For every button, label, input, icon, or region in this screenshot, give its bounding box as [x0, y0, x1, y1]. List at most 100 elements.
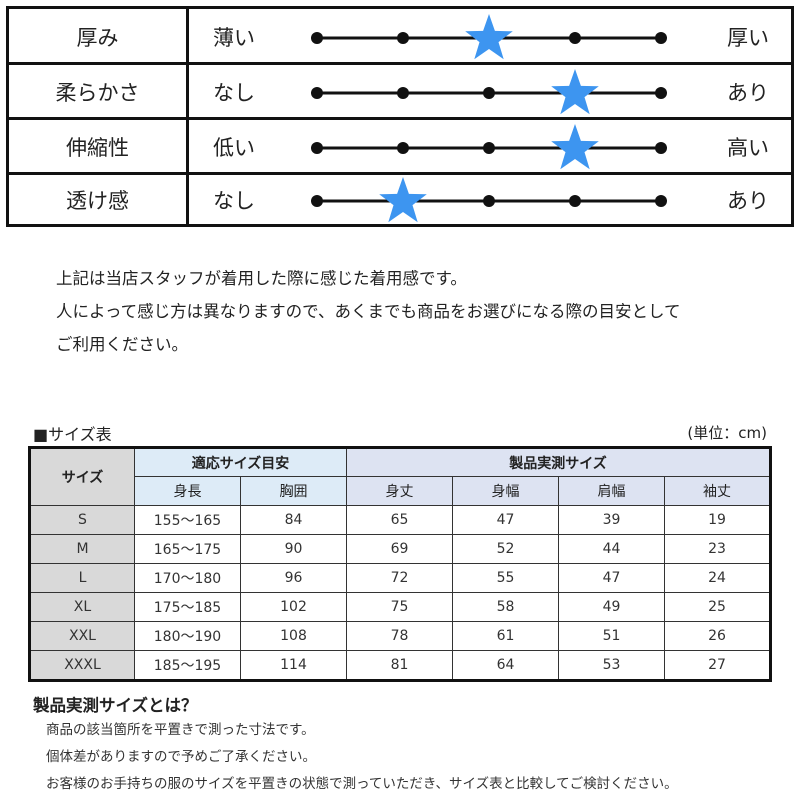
size-cell: S [29, 505, 135, 535]
feel-row-sheerness: 透け感 なし あり [9, 172, 791, 224]
size-cell: XXXL [29, 650, 135, 681]
scale-dot [397, 142, 409, 154]
note-line: 上記は当店スタッフが着用した際に感じた着用感です。 [56, 269, 467, 288]
feel-row-thickness: 厚み 薄い 厚い [9, 9, 791, 64]
feel-row-stretch: 伸縮性 低い 高い [9, 117, 791, 173]
rating-star-icon [379, 177, 427, 223]
scale-dot [569, 195, 581, 207]
feel-row-softness: 柔らかさ なし あり [9, 62, 791, 118]
chest-cell: 108 [240, 621, 347, 651]
length-cell: 72 [346, 563, 453, 593]
rating-scale [311, 124, 667, 170]
fit-feel-table: 厚み 薄い 厚い 柔らかさ なし あり 伸縮性 低い 高い 透け感 なし あり [6, 6, 794, 227]
sleeve-cell: 19 [663, 505, 772, 535]
feel-attribute-label: 柔らかさ [9, 65, 189, 118]
size-cell: XL [29, 592, 135, 622]
rating-scale [311, 14, 667, 60]
shoulder-cell: 44 [558, 534, 665, 564]
rating-star-icon [551, 69, 599, 115]
measured-size-explanation: 商品の該当箇所を平置きで測った寸法です。 個体差がありますので予めご了承ください… [46, 717, 678, 798]
feel-attribute-label: 伸縮性 [9, 120, 189, 173]
width-cell: 58 [452, 592, 559, 622]
shoulder-cell: 47 [558, 563, 665, 593]
column-header-width: 身幅 [452, 476, 559, 506]
sleeve-cell: 23 [663, 534, 772, 564]
height-cell: 155〜165 [134, 505, 241, 535]
column-header-length: 身丈 [346, 476, 453, 506]
feel-attribute-label: 透け感 [9, 175, 189, 224]
feel-low-label: なし [213, 188, 255, 213]
feel-low-label: 薄い [213, 25, 255, 50]
explanation-line: お客様のお手持ちの服のサイズを平置きの状態で測っていただき、サイズ表と比較してご… [46, 776, 678, 792]
fit-guide-group-header: 適応サイズ目安 [134, 447, 347, 477]
feel-low-label: なし [213, 80, 255, 105]
width-cell: 64 [452, 650, 559, 681]
scale-dot [655, 32, 667, 44]
scale-dot [311, 142, 323, 154]
scale-dot [311, 32, 323, 44]
feel-high-label: あり [727, 80, 769, 105]
explanation-line: 個体差がありますので予めご了承ください。 [46, 749, 316, 765]
shoulder-cell: 53 [558, 650, 665, 681]
scale-dot [397, 32, 409, 44]
scale-dot [655, 142, 667, 154]
measured-size-group-header: 製品実測サイズ [345, 447, 772, 477]
shoulder-cell: 39 [558, 505, 665, 535]
width-cell: 47 [452, 505, 559, 535]
feel-high-label: 高い [727, 135, 769, 160]
scale-dot [483, 87, 495, 99]
scale-dot [655, 195, 667, 207]
scale-dot [483, 142, 495, 154]
sleeve-cell: 25 [663, 592, 772, 622]
sleeve-cell: 26 [663, 621, 772, 651]
length-cell: 78 [346, 621, 453, 651]
column-header-height: 身長 [134, 476, 241, 506]
fit-feel-note: 上記は当店スタッフが着用した際に感じた着用感です。 人によって感じ方は異なります… [56, 262, 776, 361]
size-cell: L [29, 563, 135, 593]
chest-cell: 102 [240, 592, 347, 622]
column-header-sleeve: 袖丈 [663, 476, 772, 506]
column-header-shoulder: 肩幅 [558, 476, 665, 506]
note-line: ご利用ください。 [56, 335, 188, 354]
size-cell: XXL [29, 621, 135, 651]
table-row: XXL 180〜190 108 78 61 51 26 [29, 621, 772, 651]
scale-dot [483, 195, 495, 207]
table-row: XL 175〜185 102 75 58 49 25 [29, 592, 772, 622]
shoulder-cell: 49 [558, 592, 665, 622]
height-cell: 175〜185 [134, 592, 241, 622]
height-cell: 165〜175 [134, 534, 241, 564]
sleeve-cell: 24 [663, 563, 772, 593]
rating-star-icon [551, 124, 599, 170]
height-cell: 180〜190 [134, 621, 241, 651]
length-cell: 65 [346, 505, 453, 535]
feel-low-label: 低い [213, 135, 255, 160]
width-cell: 52 [452, 534, 559, 564]
chest-cell: 114 [240, 650, 347, 681]
rating-star-icon [465, 14, 513, 60]
scale-dot [311, 87, 323, 99]
width-cell: 55 [452, 563, 559, 593]
length-cell: 69 [346, 534, 453, 564]
length-cell: 81 [346, 650, 453, 681]
table-row: M 165〜175 90 69 52 44 23 [29, 534, 772, 564]
feel-high-label: あり [727, 188, 769, 213]
rating-scale [311, 69, 667, 115]
rating-scale [311, 177, 667, 223]
measured-size-explanation-title: 製品実測サイズとは？ [33, 696, 198, 715]
size-table-title: ■サイズ表 [33, 425, 112, 444]
chest-cell: 90 [240, 534, 347, 564]
shoulder-cell: 51 [558, 621, 665, 651]
column-header-chest: 胸囲 [240, 476, 347, 506]
scale-dot [569, 32, 581, 44]
sleeve-cell: 27 [663, 650, 772, 681]
length-cell: 75 [346, 592, 453, 622]
size-column-header: サイズ [29, 447, 135, 506]
size-cell: M [29, 534, 135, 564]
note-line: 人によって感じ方は異なりますので、あくまでも商品をお選びになる際の目安として [56, 302, 681, 321]
width-cell: 61 [452, 621, 559, 651]
explanation-line: 商品の該当箇所を平置きで測った寸法です。 [46, 722, 315, 738]
chest-cell: 84 [240, 505, 347, 535]
scale-dot [655, 87, 667, 99]
feel-attribute-label: 厚み [9, 9, 189, 64]
table-row: XXXL 185〜195 114 81 64 53 27 [29, 650, 772, 681]
